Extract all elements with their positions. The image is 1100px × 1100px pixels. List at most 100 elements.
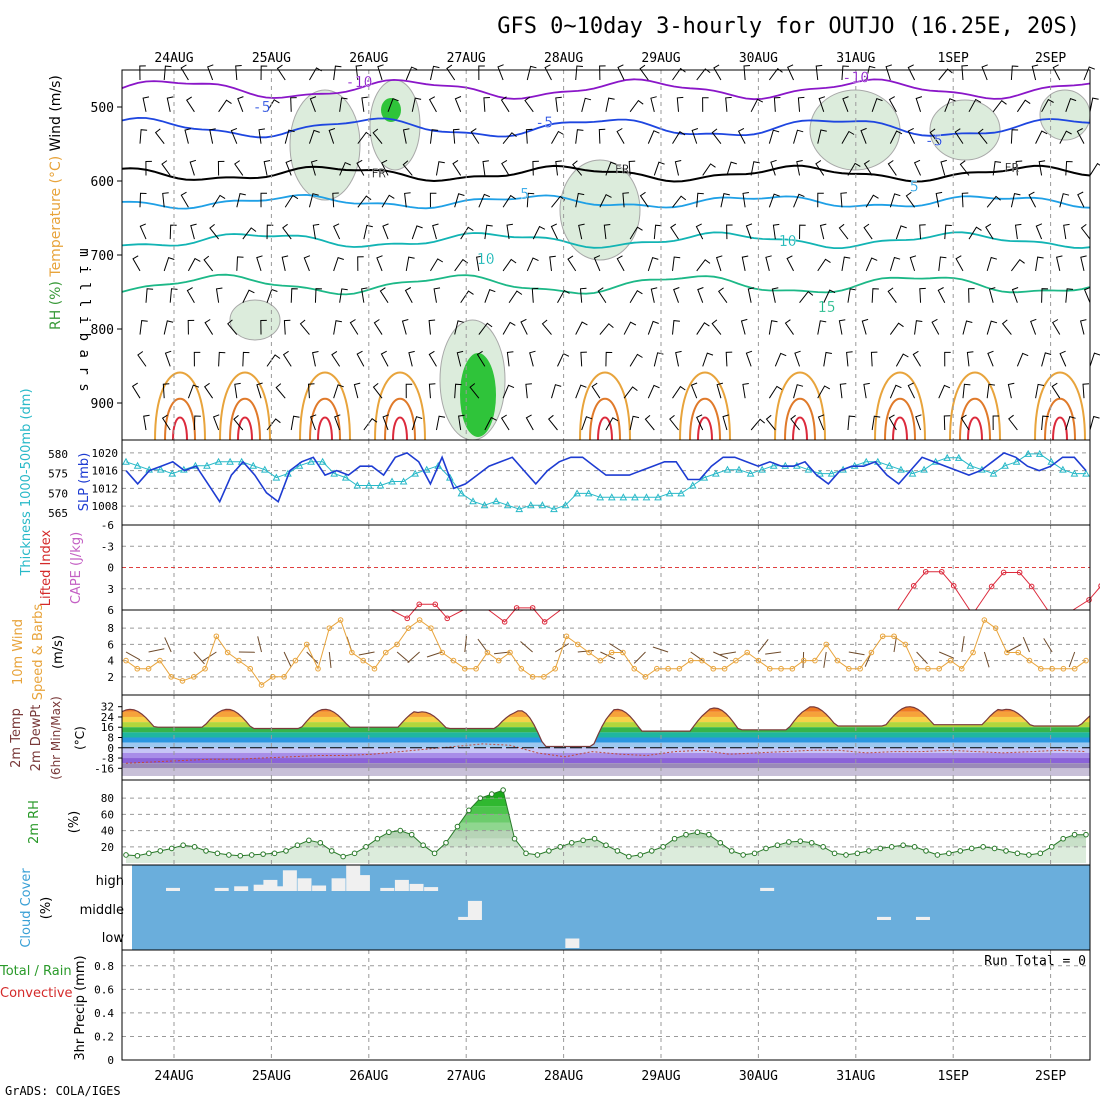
wind-barb xyxy=(429,129,439,144)
thickness-point xyxy=(1024,449,1033,457)
lifted-index-point xyxy=(416,601,423,608)
wind-barb xyxy=(696,414,704,431)
thickness-point xyxy=(388,477,396,485)
rh-point xyxy=(900,842,906,849)
wind-barb xyxy=(1083,66,1095,81)
rh-point xyxy=(866,848,872,854)
wind-barb xyxy=(653,224,662,240)
wind-barb xyxy=(839,383,847,399)
wind-barb xyxy=(396,651,410,663)
temp-line xyxy=(121,706,1091,748)
wind-barb xyxy=(725,96,732,112)
wind-barb xyxy=(464,636,467,653)
wind-barb xyxy=(460,226,474,240)
thickness-point xyxy=(249,461,258,469)
wind-barb xyxy=(501,159,510,176)
wind-barb xyxy=(696,322,710,335)
rh-point xyxy=(317,839,324,846)
thickness-point xyxy=(804,465,813,473)
wind-barb xyxy=(387,98,399,112)
thickness-point xyxy=(1012,457,1021,465)
wind-barb xyxy=(212,194,226,208)
wind-barb xyxy=(429,192,437,208)
wind-barb xyxy=(944,351,951,367)
wind-barb xyxy=(647,256,659,272)
wind-barb xyxy=(532,160,539,176)
wind-speed-point xyxy=(450,657,457,664)
wind-speed-point xyxy=(416,617,423,623)
wind-barb xyxy=(478,65,485,81)
wind-barb xyxy=(629,415,640,431)
rh-point xyxy=(557,844,564,850)
temperature-contour xyxy=(1034,371,1086,441)
temp-band xyxy=(122,722,1090,728)
wind-barb xyxy=(1035,383,1045,399)
wind-barb xyxy=(1007,382,1015,399)
wind-barb xyxy=(847,415,856,431)
wind-barb xyxy=(770,159,777,176)
wind-barb xyxy=(623,386,638,399)
rh-point xyxy=(637,852,644,858)
wind-speed-point xyxy=(1038,665,1044,672)
wind-barb xyxy=(454,193,465,208)
rh-point xyxy=(1037,850,1044,857)
wind-barb xyxy=(283,651,292,667)
wind-barb xyxy=(164,637,172,653)
wind-barb xyxy=(696,68,711,81)
wind-barb xyxy=(411,225,423,240)
wind-barb xyxy=(954,128,964,144)
rh-point xyxy=(1014,850,1021,857)
wind-barb xyxy=(402,160,413,176)
wind-barb xyxy=(284,194,299,208)
wind-speed-point xyxy=(642,674,649,680)
wind-barb xyxy=(605,97,615,112)
thickness-point xyxy=(1059,465,1067,473)
wind-barb xyxy=(847,162,861,176)
thickness-point xyxy=(665,489,674,497)
wind-barb xyxy=(765,255,772,272)
wind-barb xyxy=(454,96,462,113)
wind-barb xyxy=(823,289,836,303)
rh-point xyxy=(740,852,746,858)
wind-barb xyxy=(180,64,189,81)
rh-point xyxy=(408,831,415,838)
wind-barb xyxy=(484,224,493,240)
wind-barb xyxy=(992,100,1007,113)
wind-speed-point xyxy=(473,665,479,672)
date-label-bottom: 29AUG xyxy=(641,1069,680,1084)
wind-barb xyxy=(572,160,583,176)
wind-speed-point xyxy=(134,665,141,672)
wind-barb xyxy=(215,287,223,303)
wind-barb xyxy=(944,224,952,240)
wind-barb xyxy=(669,415,679,431)
wind-barb xyxy=(429,65,440,81)
cloud-bar xyxy=(297,878,312,891)
wind-speed-point xyxy=(168,674,174,680)
thickness-slp-panel: 1008 1012 1016 1020 565 570 575 580 Thickness 10… xyxy=(19,388,1091,577)
wind-barb xyxy=(793,193,805,208)
thickness-point xyxy=(365,481,373,489)
wind-barb xyxy=(605,417,619,431)
wind-barb xyxy=(1065,288,1074,303)
wind-barb xyxy=(428,319,436,335)
wind-speed-point xyxy=(484,649,491,656)
date-label-bottom: 28AUG xyxy=(544,1069,583,1084)
rh-point xyxy=(420,842,426,849)
wind-speed-point xyxy=(563,633,570,640)
wind-barb xyxy=(333,320,342,335)
rh-point xyxy=(911,844,918,850)
temperature-contour xyxy=(1052,416,1068,441)
thickness-point xyxy=(399,477,408,485)
wind-barb xyxy=(236,256,244,271)
date-label-top: 27AUG xyxy=(447,51,486,66)
temperature-contour xyxy=(121,193,1091,210)
thickness-point xyxy=(677,489,686,497)
wind-barb xyxy=(962,320,973,335)
wind-barb xyxy=(432,223,439,240)
wind-barb xyxy=(768,385,783,399)
rh-point xyxy=(946,850,952,857)
rh-point xyxy=(534,852,541,858)
wind-barb xyxy=(575,321,588,335)
thickness-point xyxy=(1035,449,1044,457)
rh-point xyxy=(717,839,724,846)
